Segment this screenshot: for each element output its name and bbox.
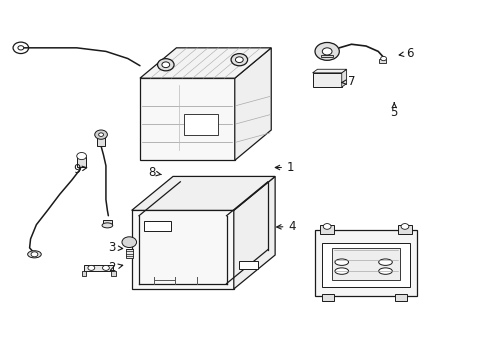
Text: 7: 7 xyxy=(341,75,354,88)
Circle shape xyxy=(18,46,24,50)
Ellipse shape xyxy=(102,223,113,228)
Polygon shape xyxy=(84,265,113,271)
Text: 8: 8 xyxy=(148,166,161,179)
Bar xyxy=(397,225,411,234)
Circle shape xyxy=(162,62,169,68)
Bar xyxy=(322,294,334,301)
Bar xyxy=(97,137,105,146)
Bar xyxy=(331,248,399,280)
Circle shape xyxy=(88,265,95,270)
Bar xyxy=(77,157,86,167)
Circle shape xyxy=(235,57,243,63)
Ellipse shape xyxy=(334,259,348,265)
Bar xyxy=(319,225,334,234)
Circle shape xyxy=(95,130,107,139)
Bar xyxy=(102,220,112,225)
Ellipse shape xyxy=(334,268,348,274)
Ellipse shape xyxy=(378,259,391,265)
Bar xyxy=(238,261,258,269)
Bar xyxy=(143,221,170,231)
Circle shape xyxy=(99,133,103,136)
Polygon shape xyxy=(312,73,341,87)
Polygon shape xyxy=(111,271,116,276)
Circle shape xyxy=(31,252,38,257)
Text: 1: 1 xyxy=(275,161,294,174)
Polygon shape xyxy=(234,48,271,160)
Polygon shape xyxy=(140,48,271,78)
Polygon shape xyxy=(131,176,275,210)
Polygon shape xyxy=(233,176,275,289)
Circle shape xyxy=(122,237,136,248)
Circle shape xyxy=(380,57,386,61)
Bar xyxy=(125,249,132,258)
Circle shape xyxy=(13,42,29,54)
Text: 5: 5 xyxy=(390,103,397,119)
Circle shape xyxy=(322,48,331,55)
Circle shape xyxy=(102,265,109,270)
Circle shape xyxy=(400,224,408,229)
Bar xyxy=(321,55,332,58)
Text: 3: 3 xyxy=(108,241,122,255)
Bar xyxy=(378,59,386,63)
Text: 6: 6 xyxy=(398,47,413,60)
Bar xyxy=(322,243,409,287)
Polygon shape xyxy=(341,69,346,87)
Text: 2: 2 xyxy=(108,261,122,274)
Text: 4: 4 xyxy=(276,220,295,233)
Circle shape xyxy=(157,59,174,71)
Polygon shape xyxy=(312,69,346,73)
Circle shape xyxy=(77,153,86,159)
Polygon shape xyxy=(140,78,234,160)
Polygon shape xyxy=(314,230,416,296)
Bar xyxy=(394,294,407,301)
Ellipse shape xyxy=(378,268,391,274)
Polygon shape xyxy=(131,210,233,289)
Circle shape xyxy=(314,42,339,60)
Circle shape xyxy=(231,54,247,66)
Ellipse shape xyxy=(28,251,41,258)
Bar xyxy=(183,114,217,135)
Circle shape xyxy=(323,224,330,229)
Polygon shape xyxy=(81,271,86,276)
Text: 9: 9 xyxy=(73,163,86,176)
